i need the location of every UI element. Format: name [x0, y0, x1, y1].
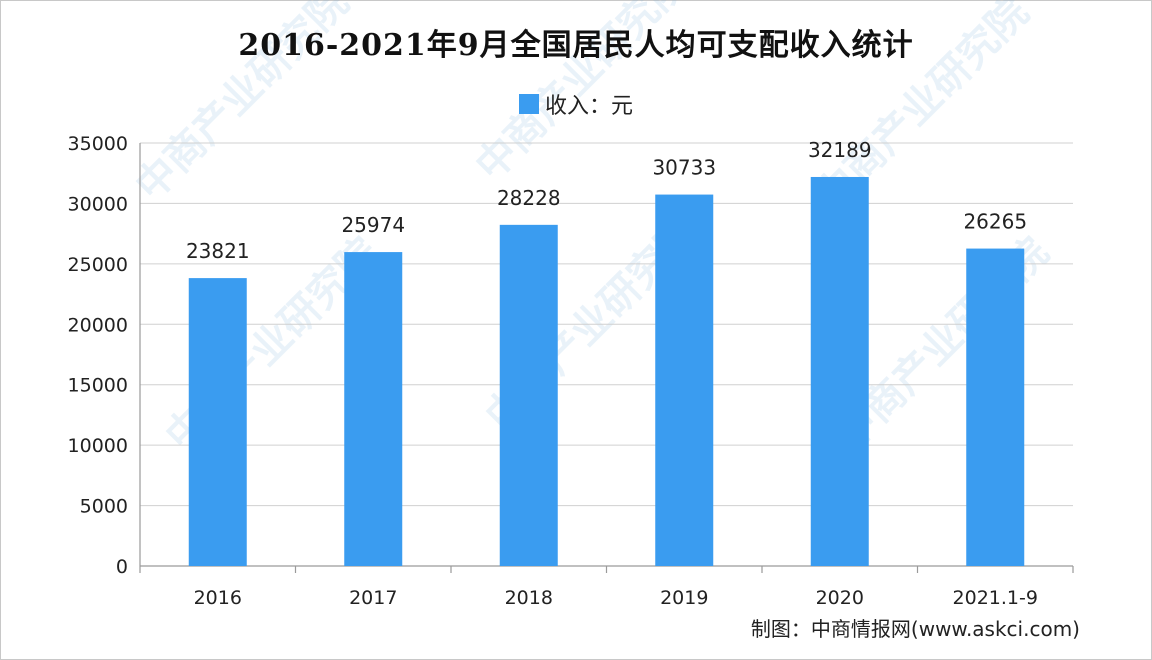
chart-title: 2016-2021年9月全国居民人均可支配收入统计 [238, 28, 914, 63]
x-tick-label: 2017 [349, 587, 397, 609]
bar [810, 176, 869, 566]
x-tick-label: 2016 [194, 587, 242, 609]
bar [344, 252, 403, 566]
data-label: 28228 [497, 186, 561, 210]
bar [188, 278, 247, 566]
y-tick-label: 30000 [68, 193, 128, 215]
chart-legend: 收入：元 [0, 88, 1152, 120]
data-label: 30733 [652, 156, 716, 180]
data-label: 32189 [808, 138, 872, 162]
legend-swatch [518, 94, 539, 114]
data-label: 25974 [341, 213, 405, 237]
bar [966, 248, 1025, 566]
legend-label: 收入：元 [544, 94, 633, 119]
data-label: 23821 [186, 239, 250, 263]
x-tick-label: 2020 [816, 587, 864, 609]
bar [499, 224, 558, 566]
y-tick-label: 0 [116, 556, 128, 578]
x-tick-label: 2021.1-9 [953, 587, 1038, 609]
data-label: 26265 [963, 210, 1027, 234]
y-tick-label: 10000 [68, 435, 128, 457]
bar [655, 194, 714, 566]
source-credit: 制图：中商情报网(www.askci.com) [750, 617, 1080, 641]
x-tick-label: 2018 [505, 587, 553, 609]
y-tick-label: 35000 [68, 133, 128, 155]
x-tick-label: 2019 [660, 587, 708, 609]
y-tick-label: 25000 [68, 254, 128, 276]
y-tick-label: 5000 [80, 496, 128, 518]
y-tick-label: 15000 [68, 375, 128, 397]
y-tick-label: 20000 [68, 314, 128, 336]
